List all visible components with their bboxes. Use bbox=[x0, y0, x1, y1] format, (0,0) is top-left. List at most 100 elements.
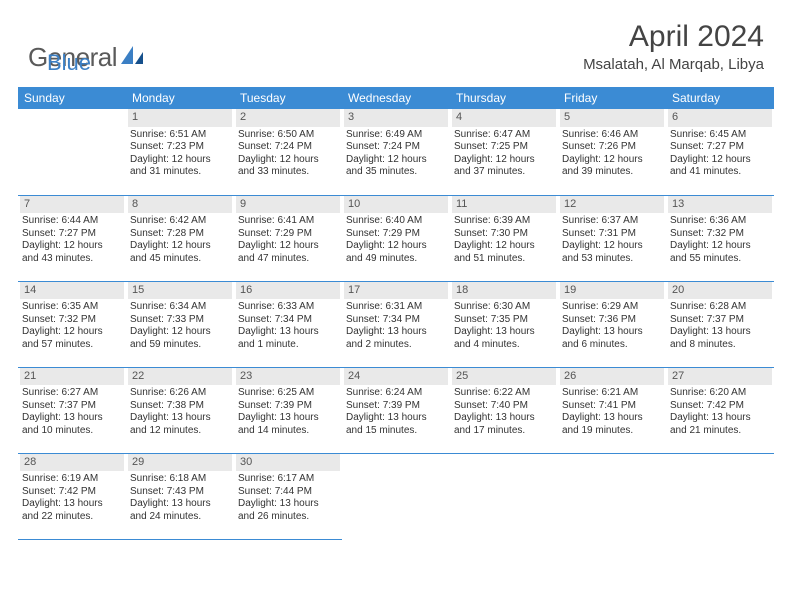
weekday-header: Wednesday bbox=[342, 87, 450, 109]
calendar-table: SundayMondayTuesdayWednesdayThursdayFrid… bbox=[18, 87, 774, 540]
sunset-line: Sunset: 7:30 PM bbox=[454, 228, 554, 241]
header: General Blue April 2024 Msalatah, Al Mar… bbox=[0, 0, 792, 81]
title-block: April 2024 Msalatah, Al Marqab, Libya bbox=[583, 20, 764, 73]
day-details: Sunrise: 6:36 AMSunset: 7:32 PMDaylight:… bbox=[668, 215, 772, 265]
daylight-line: Daylight: 12 hours and 33 minutes. bbox=[238, 154, 338, 179]
sunrise-line: Sunrise: 6:41 AM bbox=[238, 215, 338, 228]
sunrise-line: Sunrise: 6:31 AM bbox=[346, 301, 446, 314]
daylight-line: Daylight: 13 hours and 21 minutes. bbox=[670, 412, 770, 437]
day-details: Sunrise: 6:29 AMSunset: 7:36 PMDaylight:… bbox=[560, 301, 664, 351]
daylight-line: Daylight: 12 hours and 37 minutes. bbox=[454, 154, 554, 179]
day-number: 22 bbox=[128, 368, 232, 386]
sunset-line: Sunset: 7:41 PM bbox=[562, 400, 662, 413]
sunset-line: Sunset: 7:26 PM bbox=[562, 141, 662, 154]
day-number: 11 bbox=[452, 196, 556, 214]
calendar-cell bbox=[666, 453, 774, 539]
day-number: 21 bbox=[20, 368, 124, 386]
calendar-cell bbox=[342, 453, 450, 539]
day-number: 2 bbox=[236, 109, 340, 127]
daylight-line: Daylight: 12 hours and 59 minutes. bbox=[130, 326, 230, 351]
day-number: 8 bbox=[128, 196, 232, 214]
sunset-line: Sunset: 7:36 PM bbox=[562, 314, 662, 327]
calendar-cell: 8Sunrise: 6:42 AMSunset: 7:28 PMDaylight… bbox=[126, 195, 234, 281]
calendar-cell: 24Sunrise: 6:24 AMSunset: 7:39 PMDayligh… bbox=[342, 367, 450, 453]
calendar-cell: 23Sunrise: 6:25 AMSunset: 7:39 PMDayligh… bbox=[234, 367, 342, 453]
calendar-cell: 10Sunrise: 6:40 AMSunset: 7:29 PMDayligh… bbox=[342, 195, 450, 281]
day-number: 27 bbox=[668, 368, 772, 386]
sunrise-line: Sunrise: 6:18 AM bbox=[130, 473, 230, 486]
day-details: Sunrise: 6:47 AMSunset: 7:25 PMDaylight:… bbox=[452, 129, 556, 179]
daylight-line: Daylight: 12 hours and 43 minutes. bbox=[22, 240, 122, 265]
daylight-line: Daylight: 13 hours and 6 minutes. bbox=[562, 326, 662, 351]
sunrise-line: Sunrise: 6:36 AM bbox=[670, 215, 770, 228]
day-number: 28 bbox=[20, 454, 124, 472]
day-details: Sunrise: 6:17 AMSunset: 7:44 PMDaylight:… bbox=[236, 473, 340, 523]
sunrise-line: Sunrise: 6:44 AM bbox=[22, 215, 122, 228]
day-details: Sunrise: 6:42 AMSunset: 7:28 PMDaylight:… bbox=[128, 215, 232, 265]
month-title: April 2024 bbox=[583, 20, 764, 54]
sunset-line: Sunset: 7:28 PM bbox=[130, 228, 230, 241]
day-number: 16 bbox=[236, 282, 340, 300]
calendar-cell: 27Sunrise: 6:20 AMSunset: 7:42 PMDayligh… bbox=[666, 367, 774, 453]
location-text: Msalatah, Al Marqab, Libya bbox=[583, 56, 764, 73]
sunrise-line: Sunrise: 6:47 AM bbox=[454, 129, 554, 142]
day-details: Sunrise: 6:20 AMSunset: 7:42 PMDaylight:… bbox=[668, 387, 772, 437]
sunset-line: Sunset: 7:25 PM bbox=[454, 141, 554, 154]
sunrise-line: Sunrise: 6:30 AM bbox=[454, 301, 554, 314]
weekday-header: Tuesday bbox=[234, 87, 342, 109]
daylight-line: Daylight: 13 hours and 14 minutes. bbox=[238, 412, 338, 437]
sunrise-line: Sunrise: 6:26 AM bbox=[130, 387, 230, 400]
sunset-line: Sunset: 7:39 PM bbox=[238, 400, 338, 413]
daylight-line: Daylight: 13 hours and 24 minutes. bbox=[130, 498, 230, 523]
day-number: 6 bbox=[668, 109, 772, 127]
sunset-line: Sunset: 7:42 PM bbox=[22, 486, 122, 499]
daylight-line: Daylight: 12 hours and 51 minutes. bbox=[454, 240, 554, 265]
sunrise-line: Sunrise: 6:20 AM bbox=[670, 387, 770, 400]
calendar-row: 28Sunrise: 6:19 AMSunset: 7:42 PMDayligh… bbox=[18, 453, 774, 539]
day-number: 29 bbox=[128, 454, 232, 472]
day-details: Sunrise: 6:35 AMSunset: 7:32 PMDaylight:… bbox=[20, 301, 124, 351]
day-details: Sunrise: 6:40 AMSunset: 7:29 PMDaylight:… bbox=[344, 215, 448, 265]
day-details: Sunrise: 6:25 AMSunset: 7:39 PMDaylight:… bbox=[236, 387, 340, 437]
day-details: Sunrise: 6:18 AMSunset: 7:43 PMDaylight:… bbox=[128, 473, 232, 523]
day-details: Sunrise: 6:28 AMSunset: 7:37 PMDaylight:… bbox=[668, 301, 772, 351]
day-details: Sunrise: 6:46 AMSunset: 7:26 PMDaylight:… bbox=[560, 129, 664, 179]
day-number: 4 bbox=[452, 109, 556, 127]
sunrise-line: Sunrise: 6:29 AM bbox=[562, 301, 662, 314]
day-number: 5 bbox=[560, 109, 664, 127]
calendar-cell: 9Sunrise: 6:41 AMSunset: 7:29 PMDaylight… bbox=[234, 195, 342, 281]
daylight-line: Daylight: 13 hours and 12 minutes. bbox=[130, 412, 230, 437]
day-details: Sunrise: 6:41 AMSunset: 7:29 PMDaylight:… bbox=[236, 215, 340, 265]
calendar-head: SundayMondayTuesdayWednesdayThursdayFrid… bbox=[18, 87, 774, 109]
sunset-line: Sunset: 7:32 PM bbox=[670, 228, 770, 241]
day-number: 1 bbox=[128, 109, 232, 127]
calendar-row: 21Sunrise: 6:27 AMSunset: 7:37 PMDayligh… bbox=[18, 367, 774, 453]
calendar-cell: 13Sunrise: 6:36 AMSunset: 7:32 PMDayligh… bbox=[666, 195, 774, 281]
calendar-cell: 30Sunrise: 6:17 AMSunset: 7:44 PMDayligh… bbox=[234, 453, 342, 539]
calendar-cell bbox=[558, 453, 666, 539]
calendar-cell: 4 Sunrise: 6:47 AMSunset: 7:25 PMDaylight… bbox=[450, 109, 558, 195]
calendar-cell: 29Sunrise: 6:18 AMSunset: 7:43 PMDayligh… bbox=[126, 453, 234, 539]
day-details: Sunrise: 6:30 AMSunset: 7:35 PMDaylight:… bbox=[452, 301, 556, 351]
sunset-line: Sunset: 7:44 PM bbox=[238, 486, 338, 499]
calendar-cell: 7Sunrise: 6:44 AMSunset: 7:27 PMDaylight… bbox=[18, 195, 126, 281]
day-details: Sunrise: 6:37 AMSunset: 7:31 PMDaylight:… bbox=[560, 215, 664, 265]
weekday-header: Saturday bbox=[666, 87, 774, 109]
day-number: 3 bbox=[344, 109, 448, 127]
day-details: Sunrise: 6:45 AMSunset: 7:27 PMDaylight:… bbox=[668, 129, 772, 179]
sunset-line: Sunset: 7:32 PM bbox=[22, 314, 122, 327]
day-number: 12 bbox=[560, 196, 664, 214]
sunset-line: Sunset: 7:43 PM bbox=[130, 486, 230, 499]
sunset-line: Sunset: 7:27 PM bbox=[22, 228, 122, 241]
sunrise-line: Sunrise: 6:37 AM bbox=[562, 215, 662, 228]
calendar-cell: 3Sunrise: 6:49 AMSunset: 7:24 PMDaylight… bbox=[342, 109, 450, 195]
day-number: 7 bbox=[20, 196, 124, 214]
day-details: Sunrise: 6:51 AMSunset: 7:23 PMDaylight:… bbox=[128, 129, 232, 179]
sunset-line: Sunset: 7:27 PM bbox=[670, 141, 770, 154]
sunset-line: Sunset: 7:31 PM bbox=[562, 228, 662, 241]
day-details: Sunrise: 6:19 AMSunset: 7:42 PMDaylight:… bbox=[20, 473, 124, 523]
calendar-cell: 6 Sunrise: 6:45 AMSunset: 7:27 PMDaylight… bbox=[666, 109, 774, 195]
sunrise-line: Sunrise: 6:28 AM bbox=[670, 301, 770, 314]
sunrise-line: Sunrise: 6:40 AM bbox=[346, 215, 446, 228]
logo: General Blue bbox=[28, 42, 145, 73]
